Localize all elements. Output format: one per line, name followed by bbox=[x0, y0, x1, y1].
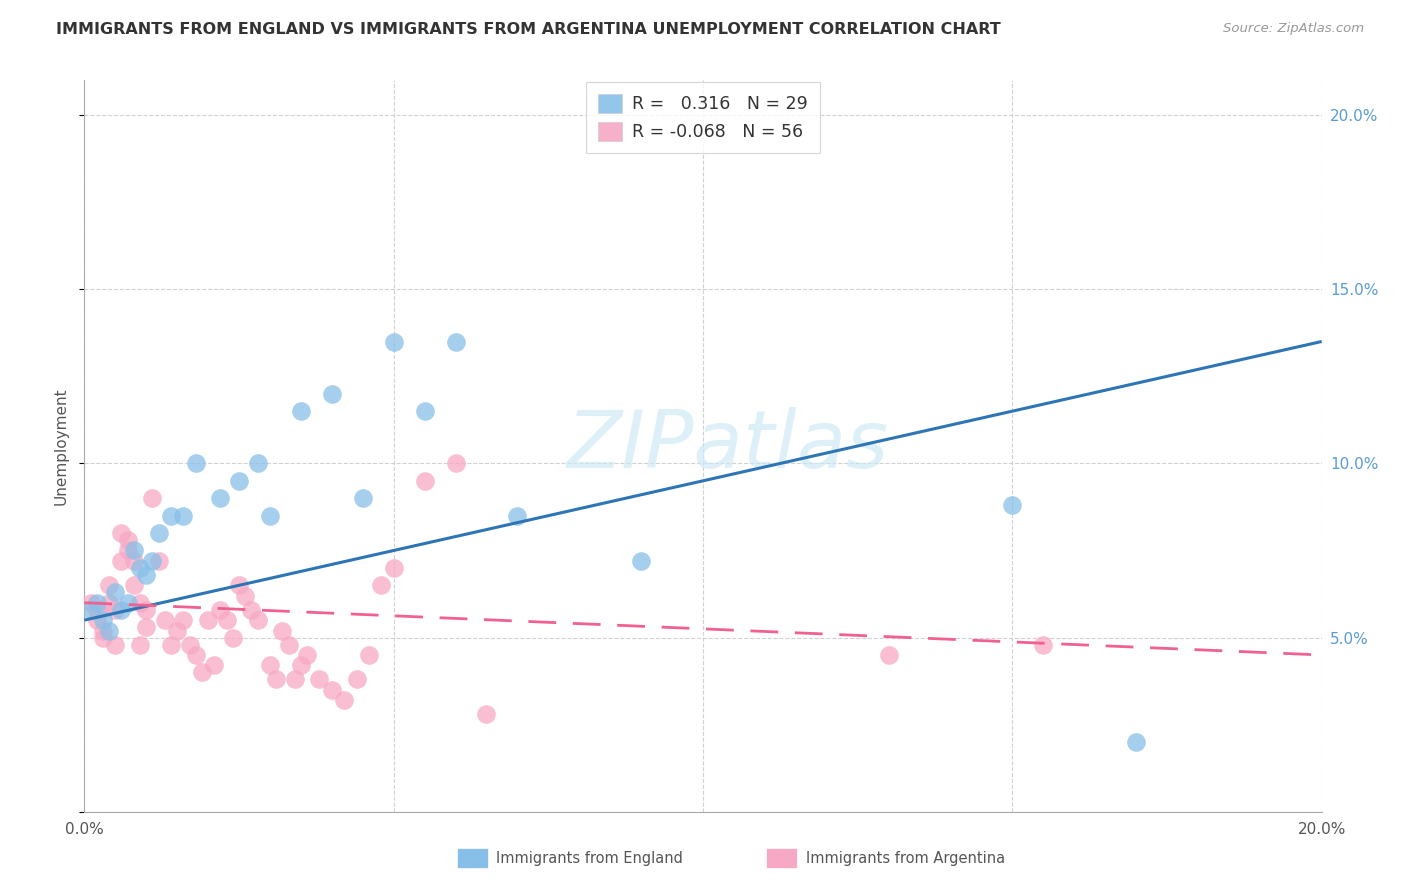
Point bbox=[98, 624, 121, 638]
Point bbox=[308, 673, 330, 687]
Point bbox=[122, 554, 145, 568]
Point bbox=[91, 631, 114, 645]
Point bbox=[160, 638, 183, 652]
Point bbox=[86, 603, 108, 617]
Point bbox=[184, 648, 207, 662]
Y-axis label: Unemployment: Unemployment bbox=[53, 387, 69, 505]
Point bbox=[172, 613, 194, 627]
Point bbox=[271, 624, 294, 638]
Point bbox=[135, 567, 157, 582]
Point bbox=[129, 596, 152, 610]
Point bbox=[79, 603, 101, 617]
Point bbox=[86, 613, 108, 627]
Point bbox=[209, 603, 232, 617]
Point bbox=[141, 554, 163, 568]
Point bbox=[215, 613, 238, 627]
Point bbox=[141, 491, 163, 506]
Point bbox=[246, 457, 269, 471]
Point bbox=[444, 457, 467, 471]
Point bbox=[264, 673, 287, 687]
Text: ZIPatlas: ZIPatlas bbox=[567, 407, 889, 485]
Point bbox=[475, 707, 498, 722]
Point bbox=[1001, 498, 1024, 512]
Point bbox=[153, 613, 176, 627]
Point bbox=[202, 658, 225, 673]
Point bbox=[506, 508, 529, 523]
Point bbox=[333, 693, 356, 707]
Point bbox=[1032, 638, 1054, 652]
Point bbox=[86, 596, 108, 610]
Point bbox=[129, 638, 152, 652]
Point bbox=[104, 638, 127, 652]
Text: Source: ZipAtlas.com: Source: ZipAtlas.com bbox=[1223, 22, 1364, 36]
Text: IMMIGRANTS FROM ENGLAND VS IMMIGRANTS FROM ARGENTINA UNEMPLOYMENT CORRELATION CH: IMMIGRANTS FROM ENGLAND VS IMMIGRANTS FR… bbox=[56, 22, 1001, 37]
Point bbox=[184, 457, 207, 471]
Point bbox=[228, 474, 250, 488]
Point bbox=[148, 526, 170, 541]
Point bbox=[197, 613, 219, 627]
Point bbox=[91, 624, 114, 638]
Point bbox=[110, 526, 132, 541]
Point bbox=[382, 334, 405, 349]
Point bbox=[166, 624, 188, 638]
Point bbox=[117, 596, 139, 610]
Point bbox=[321, 386, 343, 401]
Point bbox=[148, 554, 170, 568]
Point bbox=[284, 673, 307, 687]
Point bbox=[228, 578, 250, 592]
Point bbox=[352, 491, 374, 506]
Point bbox=[413, 404, 436, 418]
Point bbox=[259, 658, 281, 673]
Point bbox=[110, 554, 132, 568]
Point bbox=[160, 508, 183, 523]
Point bbox=[370, 578, 392, 592]
Point bbox=[240, 603, 263, 617]
Point bbox=[98, 596, 121, 610]
Point bbox=[117, 533, 139, 547]
Legend: R =   0.316   N = 29, R = -0.068   N = 56: R = 0.316 N = 29, R = -0.068 N = 56 bbox=[586, 82, 820, 153]
Point bbox=[179, 638, 201, 652]
Point bbox=[321, 682, 343, 697]
Point bbox=[444, 334, 467, 349]
Point bbox=[346, 673, 368, 687]
Point bbox=[129, 561, 152, 575]
Point bbox=[135, 620, 157, 634]
Point bbox=[290, 658, 312, 673]
Point bbox=[877, 648, 900, 662]
Point bbox=[172, 508, 194, 523]
Point bbox=[104, 585, 127, 599]
Point bbox=[357, 648, 380, 662]
Point bbox=[79, 596, 101, 610]
Point bbox=[209, 491, 232, 506]
Point bbox=[98, 578, 121, 592]
Point bbox=[191, 665, 214, 680]
Point bbox=[246, 613, 269, 627]
Text: Immigrants from Argentina: Immigrants from Argentina bbox=[806, 851, 1005, 865]
Point bbox=[413, 474, 436, 488]
Point bbox=[233, 589, 256, 603]
Point bbox=[295, 648, 318, 662]
Point bbox=[222, 631, 245, 645]
Point bbox=[122, 543, 145, 558]
Point bbox=[110, 603, 132, 617]
Point bbox=[104, 603, 127, 617]
Point bbox=[1125, 735, 1147, 749]
Point bbox=[290, 404, 312, 418]
Text: Immigrants from England: Immigrants from England bbox=[496, 851, 683, 865]
Point bbox=[277, 638, 299, 652]
Point bbox=[91, 613, 114, 627]
Point bbox=[117, 543, 139, 558]
Point bbox=[122, 578, 145, 592]
Point bbox=[382, 561, 405, 575]
Point bbox=[135, 603, 157, 617]
Point bbox=[259, 508, 281, 523]
Point bbox=[630, 554, 652, 568]
